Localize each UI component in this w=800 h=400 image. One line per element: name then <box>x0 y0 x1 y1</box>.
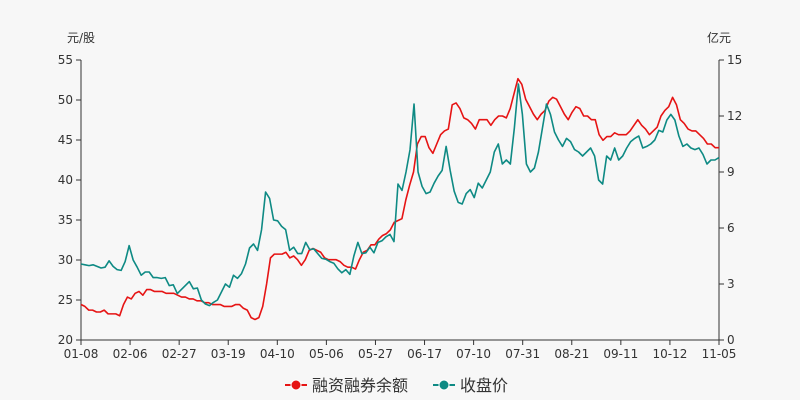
y-right-tick-label: 3 <box>727 277 735 291</box>
x-tick-label: 11-05 <box>702 347 737 361</box>
legend-item-price[interactable]: 收盘价 <box>433 376 508 395</box>
x-tick-label: 09-11 <box>603 347 638 361</box>
legend: 融资融券余额 收盘价 <box>285 376 508 395</box>
y-right-tick-label: 0 <box>727 333 735 347</box>
legend-label: 融资融券余额 <box>312 376 408 395</box>
x-tick-label: 05-27 <box>358 347 393 361</box>
y-left-tick-label: 45 <box>58 133 73 147</box>
y-left-tick-label: 20 <box>58 333 73 347</box>
y-right-tick-label: 6 <box>727 221 735 235</box>
balance-series-line <box>80 77 719 321</box>
x-tick-label: 10-12 <box>652 347 687 361</box>
y-left-unit-label: 元/股 <box>67 31 95 45</box>
legend-label: 收盘价 <box>460 376 508 395</box>
axes-layer: 20 25 30 35 40 45 50 55 0 3 6 9 12 15 01-08 02-06 02-27 0… <box>58 30 743 361</box>
series-layer <box>80 77 720 321</box>
y-right-unit-label: 亿元 <box>707 30 731 45</box>
y-left-tick-label: 55 <box>58 53 73 67</box>
y-right-tick-label: 9 <box>727 165 735 179</box>
legend-marker-icon <box>290 379 302 391</box>
y-left-tick-label: 25 <box>58 293 73 307</box>
legend-marker-icon <box>438 379 450 391</box>
y-left-tick-label: 50 <box>58 93 73 107</box>
x-tick-label: 08-21 <box>554 347 589 361</box>
y-left-tick-label: 40 <box>58 173 73 187</box>
y-left-tick-label: 30 <box>58 253 73 267</box>
x-tick-label: 02-06 <box>113 347 148 361</box>
y-right-tick-label: 12 <box>727 109 742 123</box>
x-tick-label: 02-27 <box>162 347 197 361</box>
y-left-tick-label: 35 <box>58 213 73 227</box>
x-tick-label: 01-08 <box>64 347 99 361</box>
legend-item-balance[interactable]: 融资融券余额 <box>285 376 408 395</box>
x-tick-label: 07-10 <box>456 347 491 361</box>
x-tick-label: 07-31 <box>505 347 540 361</box>
x-tick-label: 06-17 <box>407 347 442 361</box>
y-right-tick-label: 15 <box>727 53 742 67</box>
price-series-line <box>80 83 720 307</box>
x-tick-label: 04-10 <box>260 347 295 361</box>
x-tick-label: 03-19 <box>211 347 246 361</box>
x-tick-label: 05-06 <box>309 347 344 361</box>
